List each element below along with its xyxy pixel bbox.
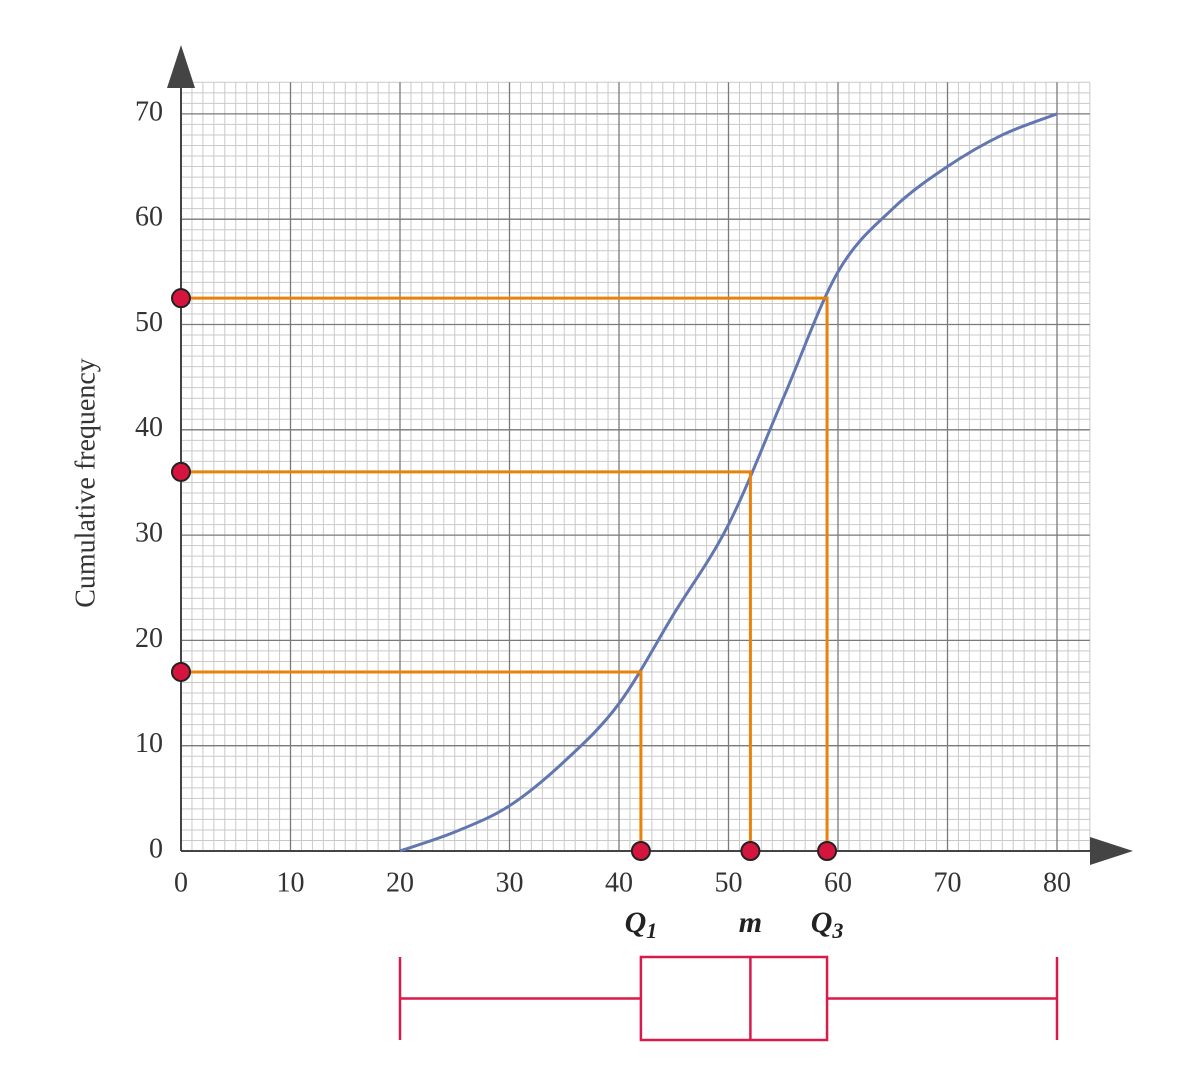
quartile-label: Q1 bbox=[625, 906, 658, 943]
quartile-guide bbox=[181, 296, 829, 851]
quartile-letter: Q bbox=[625, 906, 647, 939]
cumulative-curve bbox=[399, 112, 1058, 853]
y-tick-label: 40 bbox=[135, 412, 163, 443]
y-tick-label: 0 bbox=[149, 833, 163, 864]
x-tick-label: 30 bbox=[496, 867, 524, 898]
x-dot bbox=[630, 841, 651, 861]
quartile-label: Q3 bbox=[811, 906, 844, 943]
x-tick-label: 80 bbox=[1043, 867, 1071, 898]
y-dot bbox=[171, 661, 191, 682]
y-tick-label: 60 bbox=[135, 202, 163, 233]
x-tick-label: 70 bbox=[934, 867, 962, 898]
quartile-letter: m bbox=[739, 906, 762, 939]
x-tick-label: 40 bbox=[605, 867, 633, 898]
x-tick-label: 10 bbox=[277, 867, 305, 898]
y-tick-label: 30 bbox=[135, 518, 163, 549]
y-tick-label: 70 bbox=[135, 96, 163, 127]
y-axis-label: Cumulative frequency bbox=[70, 358, 101, 608]
x-tick-label: 50 bbox=[715, 867, 743, 898]
x-arrow bbox=[1090, 837, 1133, 865]
x-tick-label: 0 bbox=[174, 867, 188, 898]
quartile-letter: Q bbox=[811, 906, 833, 939]
y-arrow bbox=[167, 45, 195, 88]
quartile-guide bbox=[181, 470, 752, 851]
box bbox=[639, 955, 829, 1042]
quartile-subscript: 1 bbox=[646, 918, 657, 943]
x-dot bbox=[817, 841, 838, 861]
grid bbox=[180, 81, 1091, 852]
x-dot bbox=[740, 841, 761, 861]
y-dot bbox=[171, 461, 191, 482]
x-tick-label: 60 bbox=[824, 867, 852, 898]
x-tick-label: 20 bbox=[386, 867, 414, 898]
quartile-subscript: 3 bbox=[831, 918, 843, 943]
quartile-label: m bbox=[739, 906, 762, 939]
y-tick-label: 50 bbox=[135, 307, 163, 338]
y-dot bbox=[171, 288, 191, 309]
y-tick-label: 20 bbox=[135, 623, 163, 654]
quartile-guide bbox=[181, 670, 643, 851]
y-tick-label: 10 bbox=[135, 728, 163, 759]
